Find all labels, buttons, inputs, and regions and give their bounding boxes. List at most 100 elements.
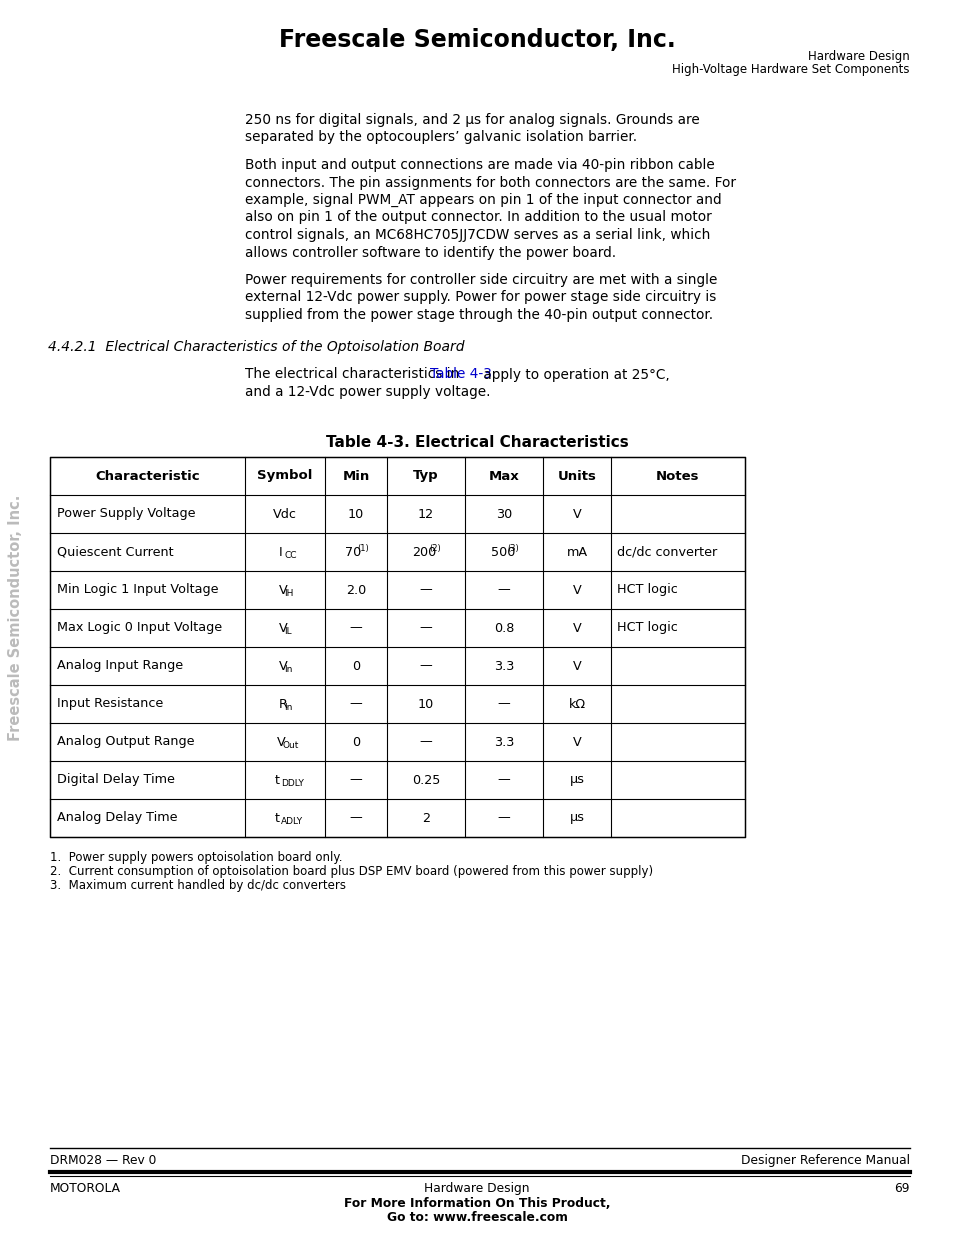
Text: V: V [278,621,287,635]
Text: R: R [278,698,287,710]
Text: 2: 2 [421,811,430,825]
Text: apply to operation at 25°C,: apply to operation at 25°C, [478,368,669,382]
Text: —: — [497,698,510,710]
Text: V: V [572,508,580,520]
Text: High-Voltage Hardware Set Components: High-Voltage Hardware Set Components [672,63,909,77]
Text: Power requirements for controller side circuitry are met with a single: Power requirements for controller side c… [245,273,717,287]
Text: —: — [497,773,510,787]
Text: ADLY: ADLY [280,818,302,826]
Text: 4.4.2.1  Electrical Characteristics of the Optoisolation Board: 4.4.2.1 Electrical Characteristics of th… [48,340,464,353]
Text: Max: Max [488,469,518,483]
Text: external 12-Vdc power supply. Power for power stage side circuitry is: external 12-Vdc power supply. Power for … [245,290,716,305]
Text: μs: μs [569,773,584,787]
Text: 70: 70 [345,546,361,558]
Text: —: — [419,621,432,635]
Text: —: — [349,811,362,825]
Text: HCT logic: HCT logic [617,621,677,635]
Text: μs: μs [569,811,584,825]
Text: 10: 10 [348,508,364,520]
Text: 3.3: 3.3 [494,736,514,748]
Text: —: — [419,736,432,748]
Text: —: — [349,621,362,635]
Text: In: In [284,703,293,713]
Text: CC: CC [284,551,296,559]
Text: V: V [572,583,580,597]
Text: V: V [572,736,580,748]
Text: DRM028 — Rev 0: DRM028 — Rev 0 [50,1153,156,1167]
Text: Vdc: Vdc [273,508,296,520]
Text: IH: IH [284,589,294,598]
Text: V: V [572,659,580,673]
Text: allows controller software to identify the power board.: allows controller software to identify t… [245,246,616,259]
Text: Out: Out [282,741,298,750]
Text: 500: 500 [490,546,515,558]
Text: Freescale Semiconductor, Inc.: Freescale Semiconductor, Inc. [9,494,24,741]
Text: —: — [497,811,510,825]
Text: Characteristic: Characteristic [95,469,199,483]
Text: 0: 0 [352,659,359,673]
Text: 0.25: 0.25 [412,773,439,787]
Text: I: I [278,546,282,558]
Text: Table 4-3. Electrical Characteristics: Table 4-3. Electrical Characteristics [325,435,628,450]
Text: Digital Delay Time: Digital Delay Time [57,773,174,787]
Text: For More Information On This Product,: For More Information On This Product, [343,1197,610,1210]
Text: —: — [497,583,510,597]
Text: —: — [419,659,432,673]
Text: Max Logic 0 Input Voltage: Max Logic 0 Input Voltage [57,621,222,635]
Text: Units: Units [557,469,596,483]
Text: Analog Delay Time: Analog Delay Time [57,811,177,825]
Text: 3.  Maximum current handled by dc/dc converters: 3. Maximum current handled by dc/dc conv… [50,879,346,892]
Text: control signals, an MC68HC705JJ7CDW serves as a serial link, which: control signals, an MC68HC705JJ7CDW serv… [245,228,710,242]
Text: 10: 10 [417,698,434,710]
Text: 200: 200 [412,546,436,558]
Text: V: V [276,736,285,748]
Text: supplied from the power stage through the 40-pin output connector.: supplied from the power stage through th… [245,308,713,322]
Text: dc/dc converter: dc/dc converter [617,546,717,558]
Text: 0: 0 [352,736,359,748]
Text: 1.  Power supply powers optoisolation board only.: 1. Power supply powers optoisolation boa… [50,851,342,864]
Text: Quiescent Current: Quiescent Current [57,546,173,558]
Text: In: In [284,664,293,674]
Text: HCT logic: HCT logic [617,583,677,597]
Text: Hardware Design: Hardware Design [424,1182,529,1195]
Text: 250 ns for digital signals, and 2 μs for analog signals. Grounds are: 250 ns for digital signals, and 2 μs for… [245,112,699,127]
Text: 12: 12 [417,508,434,520]
Text: kΩ: kΩ [568,698,585,710]
Text: Input Resistance: Input Resistance [57,698,163,710]
Text: Symbol: Symbol [257,469,313,483]
Text: and a 12-Vdc power supply voltage.: and a 12-Vdc power supply voltage. [245,385,490,399]
Text: Analog Output Range: Analog Output Range [57,736,194,748]
Text: 3.3: 3.3 [494,659,514,673]
Text: —: — [349,773,362,787]
Text: mA: mA [566,546,587,558]
Text: 30: 30 [496,508,512,520]
Text: Both input and output connections are made via 40-pin ribbon cable: Both input and output connections are ma… [245,158,714,172]
Text: Power Supply Voltage: Power Supply Voltage [57,508,195,520]
Text: DDLY: DDLY [280,779,303,788]
Text: 2.0: 2.0 [346,583,366,597]
Text: Go to: www.freescale.com: Go to: www.freescale.com [386,1212,567,1224]
Text: Analog Input Range: Analog Input Range [57,659,183,673]
Text: —: — [419,583,432,597]
Text: also on pin 1 of the output connector. In addition to the usual motor: also on pin 1 of the output connector. I… [245,210,711,225]
Text: t: t [274,773,280,787]
Text: Notes: Notes [656,469,699,483]
Text: 2.  Current consumption of optoisolation board plus DSP EMV board (powered from : 2. Current consumption of optoisolation … [50,864,653,878]
Text: (1): (1) [356,543,368,552]
Text: Typ: Typ [413,469,438,483]
Text: Min: Min [342,469,369,483]
Text: The electrical characteristics in: The electrical characteristics in [245,368,463,382]
Text: Min Logic 1 Input Voltage: Min Logic 1 Input Voltage [57,583,218,597]
Bar [50,457,744,837]
Text: V: V [572,621,580,635]
Text: 0.8: 0.8 [494,621,514,635]
Text: Hardware Design: Hardware Design [807,49,909,63]
Text: (3): (3) [507,543,518,552]
Text: Designer Reference Manual: Designer Reference Manual [740,1153,909,1167]
Text: Freescale Semiconductor, Inc.: Freescale Semiconductor, Inc. [278,28,675,52]
Text: —: — [349,698,362,710]
Text: separated by the optocouplers’ galvanic isolation barrier.: separated by the optocouplers’ galvanic … [245,131,637,144]
Text: Table 4-3: Table 4-3 [430,368,492,382]
Text: example, signal PWM_AT appears on pin 1 of the input connector and: example, signal PWM_AT appears on pin 1 … [245,193,720,207]
Text: V: V [278,659,287,673]
